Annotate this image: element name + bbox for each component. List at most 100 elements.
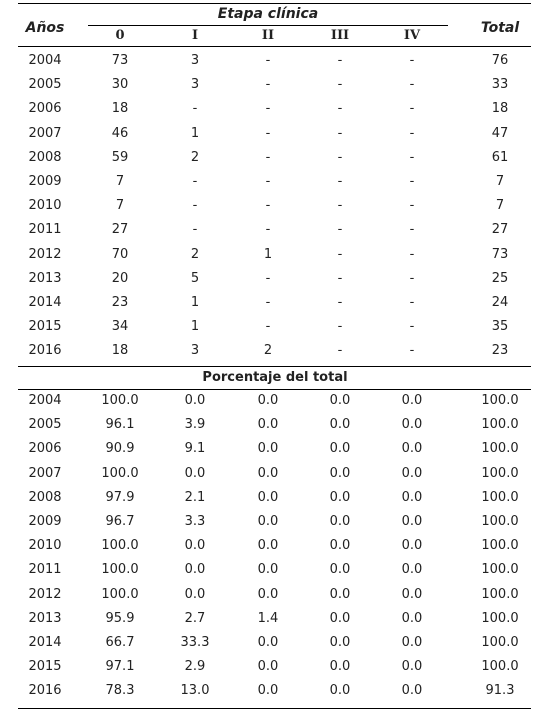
year-cell: 2014	[28, 295, 62, 310]
stage-header: 0	[115, 28, 125, 43]
year-cell: 2011	[28, 222, 62, 238]
value-cell: -	[265, 319, 271, 335]
value-cell: 59	[111, 149, 129, 165]
year-cell: 2009	[28, 174, 62, 189]
value-cell: 97.1	[105, 659, 135, 675]
value-cell: 18	[491, 101, 509, 117]
year-cell: 2007	[28, 125, 62, 141]
value-cell: 1	[190, 319, 200, 335]
value-cell: 100.0	[481, 635, 519, 650]
value-cell: 3.3	[184, 514, 206, 529]
value-cell: 0.0	[257, 635, 279, 650]
stage-group-header: Etapa clínica	[217, 6, 319, 22]
value-cell: 0.0	[257, 417, 279, 433]
value-cell: 73	[491, 246, 509, 262]
value-cell: 0.0	[257, 465, 279, 481]
value-cell: -	[409, 53, 415, 68]
year-cell: 2006	[28, 441, 62, 457]
value-cell: -	[409, 198, 415, 214]
value-cell: -	[409, 77, 415, 93]
value-cell: 0.0	[329, 465, 351, 481]
value-cell: -	[409, 270, 415, 286]
bottom-rule	[18, 708, 531, 709]
year-cell: 2010	[28, 198, 62, 214]
value-cell: 0.0	[257, 562, 279, 578]
year-cell: 2013	[28, 270, 62, 286]
value-cell: 0.0	[257, 683, 279, 699]
year-cell: 2007	[28, 465, 62, 481]
value-cell: 0.0	[401, 465, 423, 481]
value-cell: 66.7	[105, 635, 135, 650]
value-cell: 7	[495, 174, 505, 189]
value-cell: 100.0	[481, 489, 519, 505]
value-cell: -	[337, 270, 343, 286]
year-cell: 2004	[28, 393, 62, 408]
value-cell: -	[337, 222, 343, 238]
value-cell: 0.0	[184, 538, 206, 554]
value-cell: 1.4	[257, 610, 279, 626]
value-cell: 2	[190, 149, 200, 165]
stage-group-rule	[88, 25, 448, 26]
value-cell: 34	[111, 319, 129, 335]
value-cell: 25	[491, 270, 509, 286]
year-cell: 2004	[28, 53, 62, 68]
value-cell: 0.0	[401, 610, 423, 626]
value-cell: -	[337, 77, 343, 93]
value-cell: 0.0	[329, 635, 351, 650]
value-cell: 90.9	[105, 441, 135, 457]
value-cell: 23	[491, 343, 509, 359]
stage-header: I	[191, 28, 199, 43]
value-cell: 0.0	[401, 489, 423, 505]
top-rule	[18, 3, 531, 4]
value-cell: 0.0	[329, 562, 351, 578]
value-cell: -	[192, 174, 198, 189]
value-cell: 0.0	[401, 441, 423, 457]
year-cell: 2016	[28, 343, 62, 359]
value-cell: -	[265, 101, 271, 117]
value-cell: 0.0	[329, 393, 351, 408]
value-cell: -	[265, 149, 271, 165]
value-cell: 0.0	[329, 514, 351, 529]
year-cell: 2009	[28, 514, 62, 529]
value-cell: -	[265, 222, 271, 238]
value-cell: 100.0	[481, 417, 519, 433]
value-cell: 97.9	[105, 489, 135, 505]
value-cell: -	[337, 343, 343, 359]
value-cell: 33	[491, 77, 509, 93]
value-cell: 100.0	[481, 586, 519, 602]
value-cell: -	[409, 319, 415, 335]
value-cell: 0.0	[401, 393, 423, 408]
value-cell: -	[265, 270, 271, 286]
value-cell: 0.0	[184, 562, 206, 578]
value-cell: -	[409, 125, 415, 141]
value-cell: 100.0	[481, 562, 519, 578]
value-cell: 2.9	[184, 659, 206, 675]
value-cell: 0.0	[257, 659, 279, 675]
value-cell: 2.7	[184, 610, 206, 626]
value-cell: 100.0	[481, 610, 519, 626]
value-cell: 100.0	[481, 441, 519, 457]
value-cell: -	[337, 53, 343, 68]
value-cell: 0.0	[329, 586, 351, 602]
value-cell: 2	[263, 343, 273, 359]
value-cell: 0.0	[184, 465, 206, 481]
year-cell: 2011	[28, 562, 62, 578]
value-cell: 100.0	[481, 659, 519, 675]
value-cell: 100.0	[481, 465, 519, 481]
value-cell: 0.0	[401, 635, 423, 650]
year-cell: 2005	[28, 77, 62, 93]
year-cell: 2012	[28, 246, 62, 262]
value-cell: 24	[491, 295, 509, 310]
year-cell: 2006	[28, 101, 62, 117]
value-cell: 91.3	[485, 683, 515, 699]
value-cell: 27	[111, 222, 129, 238]
value-cell: 1	[263, 246, 273, 262]
value-cell: 0.0	[184, 393, 206, 408]
year-cell: 2005	[28, 417, 62, 433]
header-rule	[18, 46, 531, 47]
value-cell: 100.0	[481, 393, 519, 408]
value-cell: 0.0	[401, 514, 423, 529]
year-cell: 2008	[28, 149, 62, 165]
value-cell: -	[192, 198, 198, 214]
